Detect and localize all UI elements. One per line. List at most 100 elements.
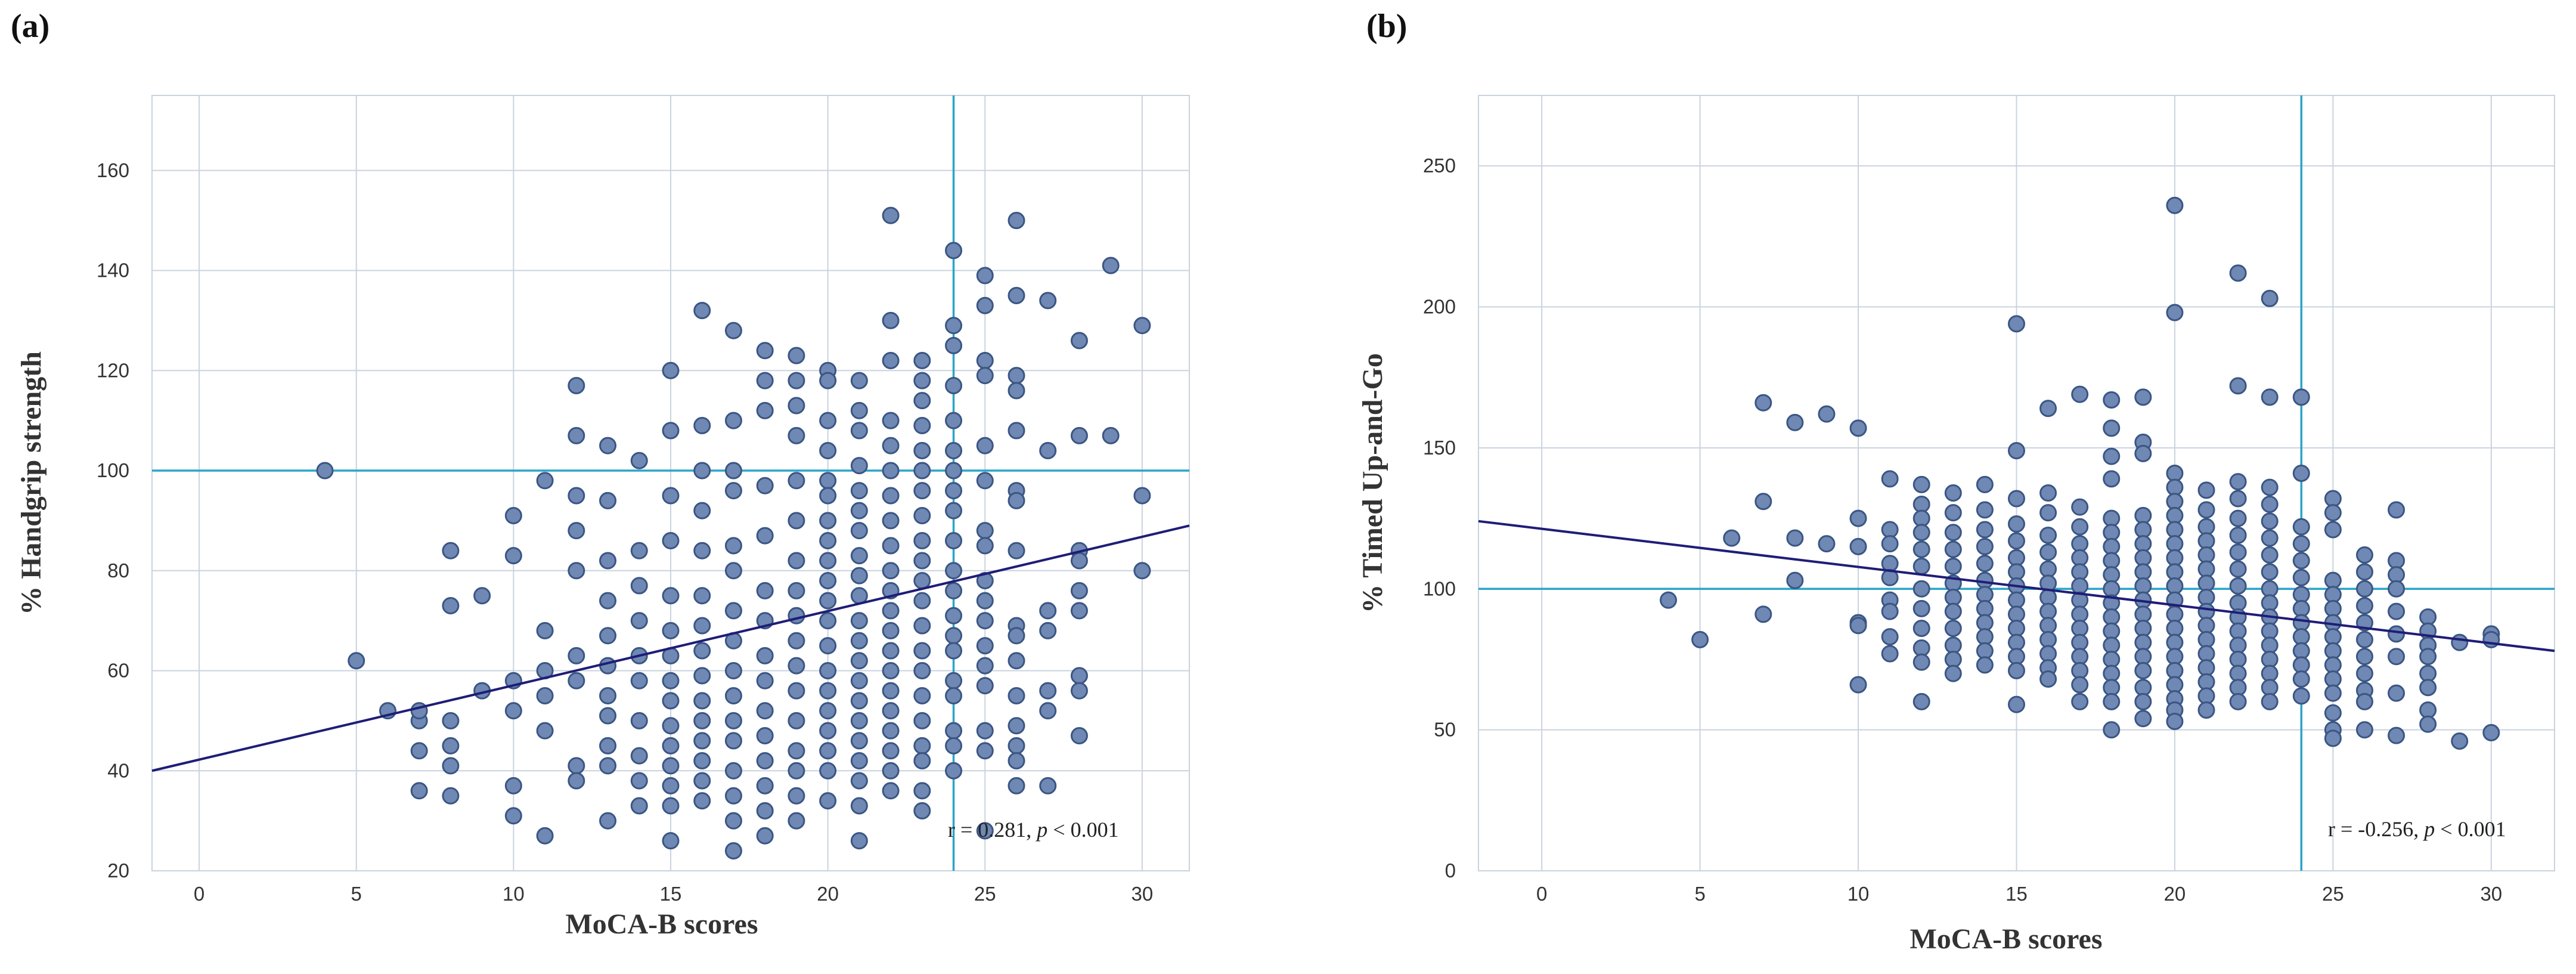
panel-a-data-point — [599, 687, 617, 704]
panel-b-data-point — [2166, 633, 2184, 651]
panel-a-data-point — [662, 621, 680, 639]
panel-a-data-point — [756, 777, 774, 794]
panel-a-data-point — [850, 522, 868, 540]
panel-b-data-point — [2388, 552, 2405, 570]
panel-b-data-point — [1976, 614, 1994, 632]
panel-a-data-point — [913, 552, 931, 570]
panel-b-data-point — [2388, 684, 2405, 702]
panel-b-data-point — [2261, 478, 2279, 496]
panel-b-y-tick-label: 100 — [1423, 577, 1456, 599]
panel-a-data-point — [788, 712, 805, 729]
panel-b-data-point — [2103, 470, 2121, 488]
panel-a-data-point — [724, 762, 742, 780]
panel-a-data-point — [850, 772, 868, 790]
panel-b-data-point — [2197, 659, 2215, 677]
panel-a-data-point — [1008, 491, 1025, 509]
panel-a-data-point — [1070, 602, 1088, 620]
panel-a-data-point — [945, 642, 963, 660]
panel-a-data-point — [536, 687, 554, 704]
panel-a-data-point — [913, 441, 931, 459]
panel-a-data-point — [599, 437, 617, 454]
panel-b-data-point — [2229, 679, 2247, 697]
panel-b-data-point — [2482, 723, 2500, 741]
panel-b-data-point — [2261, 650, 2279, 668]
panel-a-data-point — [662, 672, 680, 689]
panel-a-data-point — [442, 712, 460, 729]
panel-a-x-tick-label: 15 — [660, 883, 682, 905]
panel-b-data-point — [2197, 574, 2215, 592]
panel-b-data-point — [2355, 597, 2373, 615]
panel-b-data-point — [2039, 484, 2057, 502]
panel-b-data-point — [1976, 475, 1994, 493]
panel-b-data-point — [2039, 526, 2057, 544]
panel-b-data-point — [1881, 645, 1899, 663]
panel-a-data-point — [599, 627, 617, 645]
panel-a-data-point — [756, 802, 774, 820]
panel-b-data-point — [2451, 633, 2469, 651]
panel-a-data-point — [850, 372, 868, 389]
panel-b-data-point — [2261, 692, 2279, 710]
panel-a-data-point — [976, 742, 994, 760]
panel-a-data-point — [882, 602, 900, 620]
panel-a-data-point — [850, 672, 868, 689]
panel-a-correlation-annotation: r = 0.281, p < 0.001 — [948, 818, 1119, 842]
panel-a-data-point — [693, 732, 711, 750]
panel-a-data-point — [819, 722, 837, 740]
panel-b-data-point — [2292, 687, 2310, 705]
panel-a-data-point — [693, 712, 711, 729]
panel-a-data-point — [976, 472, 994, 490]
panel-b-data-point — [2008, 563, 2025, 581]
panel-a-data-point — [850, 692, 868, 710]
panel-b-data-point — [2103, 566, 2121, 584]
panel-a-data-point — [410, 782, 428, 800]
panel-a-data-point — [662, 422, 680, 440]
panel-a-data-point — [693, 462, 711, 480]
panel-b-x-tick-label: 30 — [2480, 883, 2502, 905]
panel-b-data-point — [1849, 509, 1867, 527]
panel-b-data-point — [2355, 630, 2373, 648]
panel-a-data-point — [976, 437, 994, 454]
panel-b-data-point — [2261, 580, 2279, 598]
panel-a-annotation-p: p — [1035, 818, 1047, 842]
panel-a-data-point — [819, 487, 837, 505]
panel-b-data-point — [2261, 512, 2279, 530]
panel-b-data-point — [2039, 400, 2057, 418]
panel-a-data-point — [850, 457, 868, 475]
panel-b-data-point — [1786, 529, 1804, 547]
panel-b-data-point — [1912, 495, 1930, 513]
panel-b-data-point — [1944, 619, 1962, 637]
panel-a-data-point — [693, 502, 711, 520]
panel-a-data-point — [724, 842, 742, 859]
panel-b-data-point — [1912, 653, 1930, 671]
panel-b-annotation-prefix: r = -0.256, — [2328, 817, 2424, 841]
panel-b-data-point — [2261, 679, 2279, 697]
panel-b-data-point — [2197, 673, 2215, 691]
panel-b-y-tick-label: 0 — [1445, 859, 1456, 882]
panel-a-data-point — [536, 472, 554, 490]
panel-b-data-point — [2324, 490, 2342, 508]
panel-a-data-point — [1102, 256, 1120, 274]
panel-a-data-point — [1008, 687, 1025, 704]
panel-a-data-point — [1039, 441, 1057, 459]
panel-b-data-point — [2039, 602, 2057, 620]
panel-a-data-point — [693, 692, 711, 710]
panel-b-data-point — [2355, 580, 2373, 598]
panel-a-data-point — [976, 612, 994, 630]
panel-b-data-point — [1976, 555, 1994, 573]
panel-b-data-point — [1912, 475, 1930, 493]
panel-a-data-point — [1039, 621, 1057, 639]
panel-b-data-point — [1976, 656, 1994, 674]
panel-b-y-tick-label: 250 — [1423, 154, 1456, 177]
panel-a-data-point — [630, 542, 648, 559]
panel-a-data-point — [504, 547, 522, 565]
panel-b-x-tick-label: 15 — [2005, 883, 2028, 905]
panel-b-data-point — [2261, 563, 2279, 581]
panel-b-data-point — [2197, 546, 2215, 564]
panel-a-data-point — [913, 482, 931, 500]
panel-a-y-tick-label: 20 — [107, 859, 129, 882]
panel-a-data-point — [662, 737, 680, 755]
panel-b-data-point — [2292, 464, 2310, 482]
panel-b-data-point — [2134, 648, 2152, 666]
panel-b-data-point — [1691, 630, 1709, 648]
panel-a-data-point — [850, 752, 868, 769]
